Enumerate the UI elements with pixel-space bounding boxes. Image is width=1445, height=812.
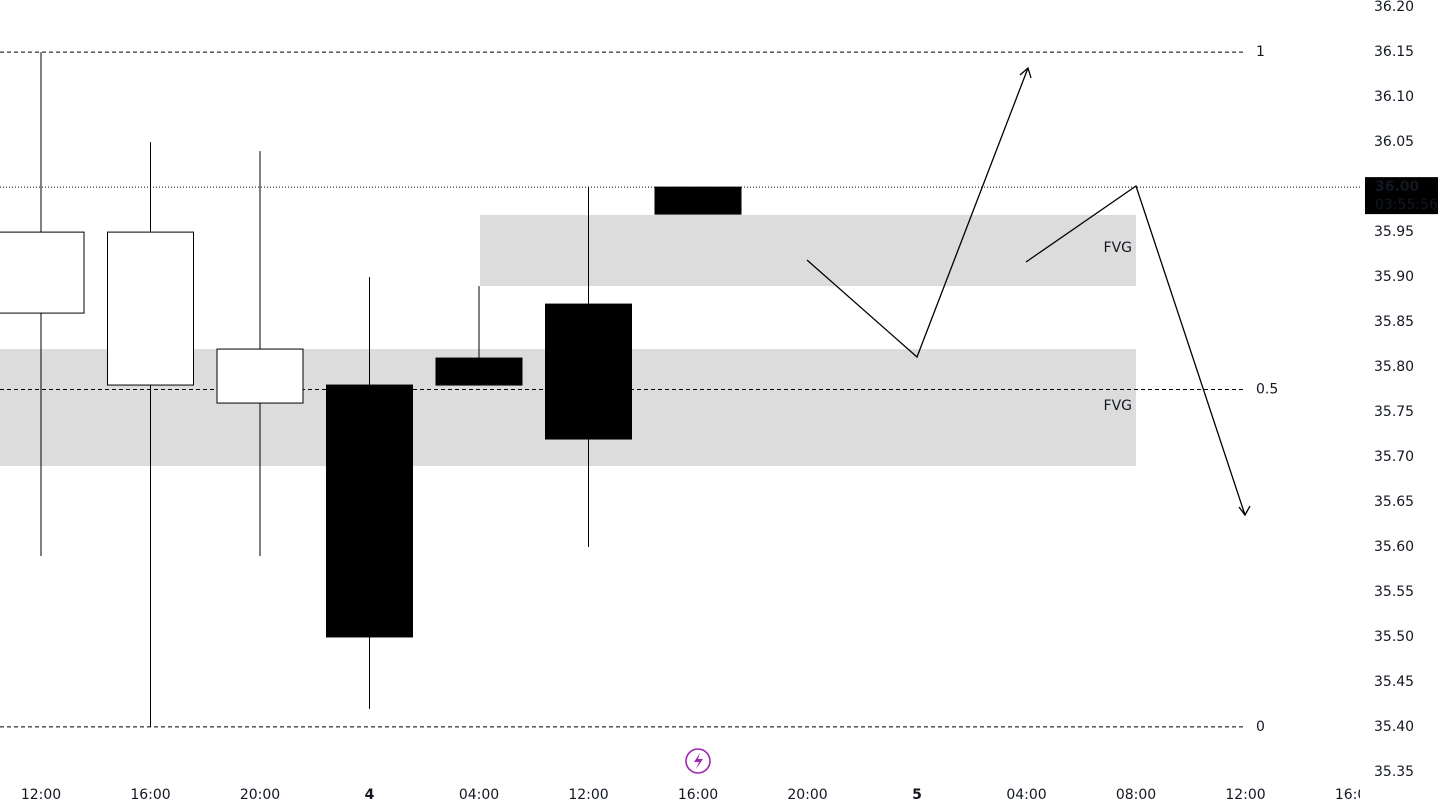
candle-body (326, 384, 413, 638)
x-tick-label: 12:00 (1225, 787, 1265, 803)
y-tick-label: 35.50 (1374, 629, 1414, 645)
projection-line (1025, 184, 1246, 516)
x-tick-label: 04:00 (1006, 787, 1046, 803)
fib-label: 1 (1256, 44, 1265, 60)
y-tick-label: 35.35 (1374, 764, 1414, 780)
y-tick-label: 35.75 (1374, 404, 1414, 420)
projection-line (806, 67, 1029, 359)
candle-body (0, 231, 85, 314)
zone-label: FVG (1104, 398, 1132, 414)
y-tick-label: 35.45 (1374, 674, 1414, 690)
lightning-icon (685, 748, 711, 774)
x-tick-label: 12:00 (568, 787, 608, 803)
fvg-zone (480, 215, 1136, 287)
y-tick-label: 36.05 (1374, 134, 1414, 150)
y-tick-label: 36.15 (1374, 44, 1414, 60)
x-tick-label: 16:00 (130, 787, 170, 803)
candle-body (654, 186, 742, 215)
drawings (806, 66, 1251, 517)
y-tick-label: 35.80 (1374, 359, 1414, 375)
price-axis (1360, 0, 1445, 812)
arrow-head (1238, 505, 1251, 517)
y-tick-label: 35.60 (1374, 539, 1414, 555)
x-tick-label: 08:00 (1116, 787, 1156, 803)
x-tick-label: 20:00 (787, 787, 827, 803)
y-tick-label: 35.90 (1374, 269, 1414, 285)
candle-body (107, 231, 194, 386)
y-tick-label: 36.10 (1374, 89, 1414, 105)
candle-body (545, 303, 632, 440)
x-tick-label: 5 (912, 787, 922, 803)
y-tick-label: 35.55 (1374, 584, 1414, 600)
y-tick-label: 35.85 (1374, 314, 1414, 330)
price-tag-label: 36.00 (1375, 179, 1420, 195)
x-tick-label: 04:00 (459, 787, 499, 803)
y-tick-label: 35.70 (1374, 449, 1414, 465)
countdown-label: 03:55:56 (1375, 197, 1438, 213)
arrow-head (1019, 66, 1032, 79)
zone-label: FVG (1104, 240, 1132, 256)
x-tick-label: 20:00 (240, 787, 280, 803)
y-tick-label: 35.95 (1374, 224, 1414, 240)
y-tick-label: 35.40 (1374, 719, 1414, 735)
y-tick-label: 36.20 (1374, 0, 1414, 15)
x-tick-label: 12:00 (21, 787, 61, 803)
fib-label: 0 (1256, 719, 1265, 735)
fib-label: 0.5 (1256, 382, 1278, 398)
x-tick-label: 16:00 (678, 787, 718, 803)
x-tick-label: 4 (365, 787, 375, 803)
candle-body (435, 357, 523, 386)
y-tick-label: 35.65 (1374, 494, 1414, 510)
candle-body (216, 348, 304, 404)
price-tag (1365, 177, 1438, 215)
